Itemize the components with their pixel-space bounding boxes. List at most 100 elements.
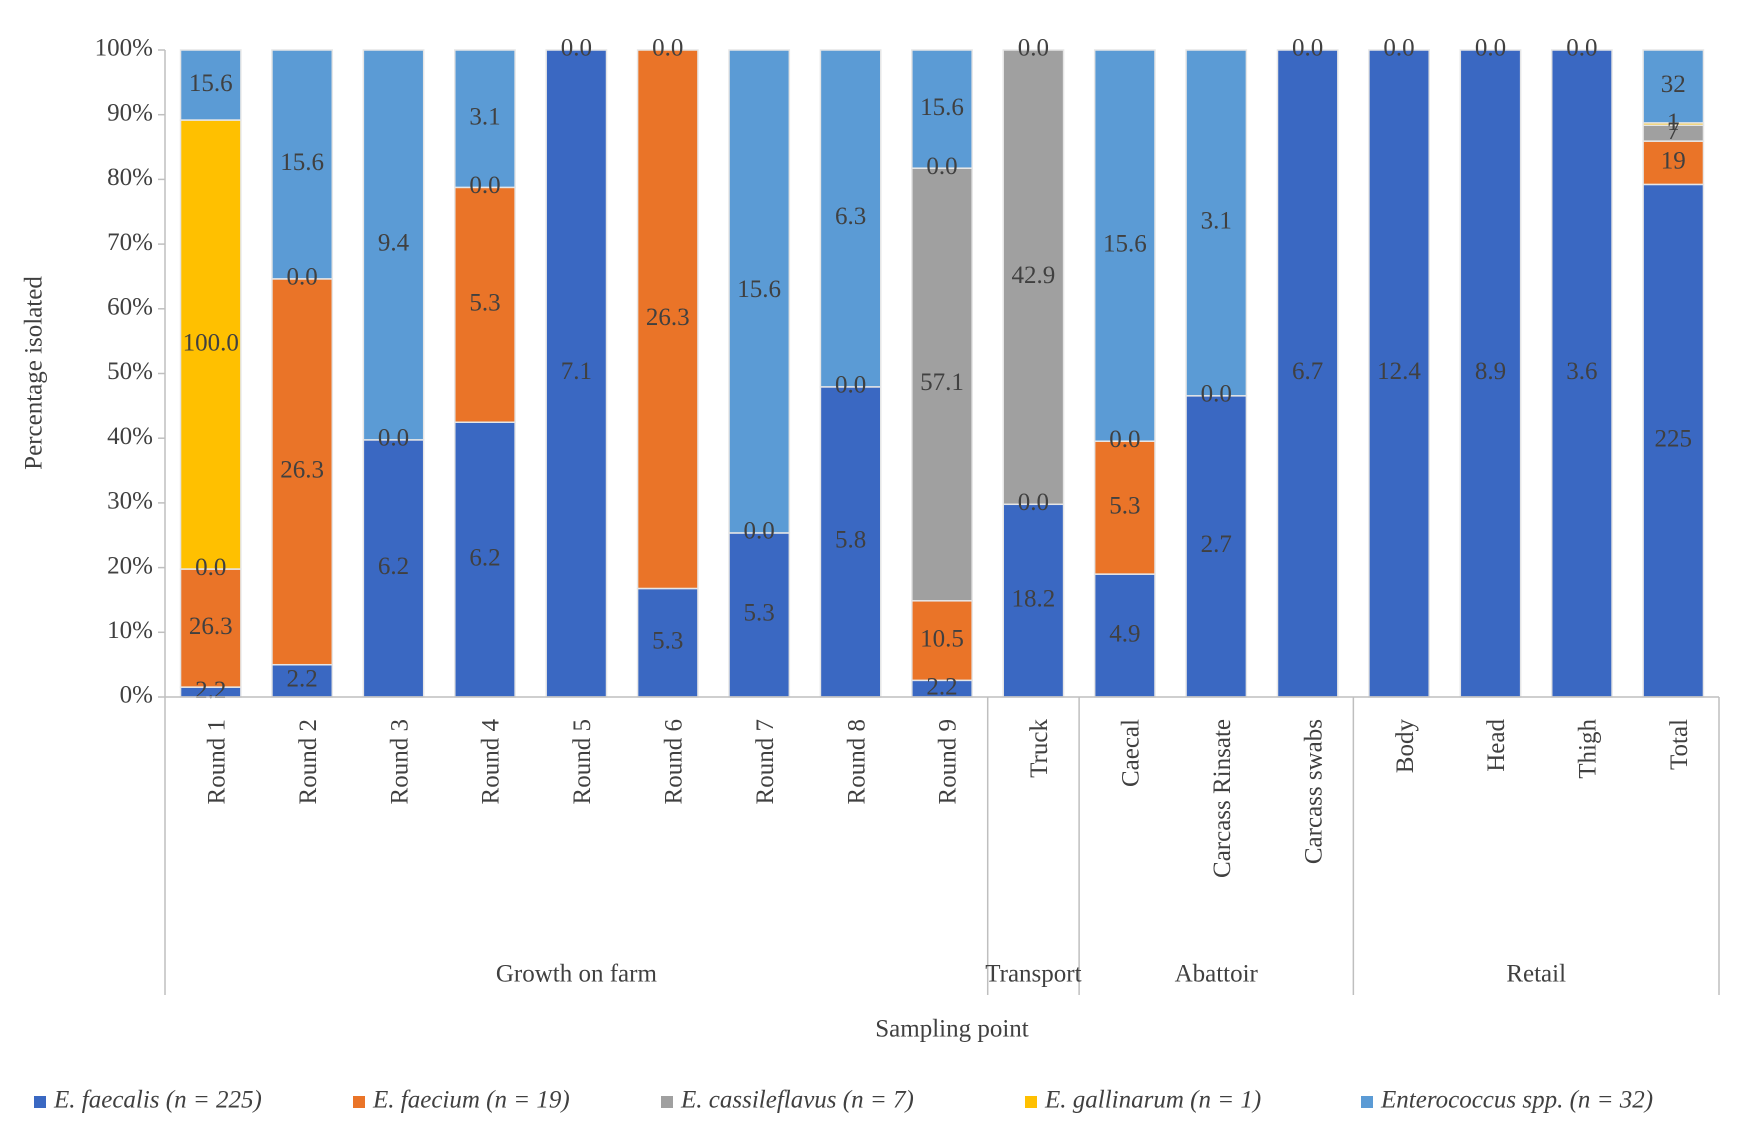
data-label: 15.6	[1103, 230, 1147, 257]
y-tick-label: 70%	[107, 229, 153, 256]
x-tick-label: Carcass Rinsate	[1209, 719, 1236, 878]
bar-segment	[454, 49, 516, 189]
x-tick-label: Body	[1392, 719, 1419, 774]
bar-segment	[1185, 49, 1248, 397]
data-label: 3.1	[1201, 208, 1232, 235]
data-label: 0.0	[1018, 489, 1049, 516]
data-label: 9.4	[378, 230, 410, 257]
y-tick-label: 80%	[107, 164, 153, 191]
data-label: 42.9	[1012, 262, 1056, 289]
bar-segment	[362, 49, 425, 441]
data-label: 225	[1655, 425, 1693, 452]
bar-segment	[728, 49, 791, 534]
data-label: 6.2	[469, 544, 500, 571]
data-label: 0.0	[652, 35, 683, 62]
y-tick-label: 20%	[107, 552, 153, 579]
x-tick-label: Round 5	[569, 719, 596, 804]
x-axis-title: Sampling point	[875, 1016, 1029, 1043]
data-label: 7.1	[561, 358, 592, 385]
bar-segment	[1642, 183, 1705, 698]
data-label: 6.7	[1292, 358, 1323, 385]
bar-segment	[454, 421, 516, 698]
bar-segment	[271, 49, 334, 280]
data-label: 0.0	[926, 153, 957, 180]
bar-segment	[1093, 49, 1156, 442]
x-tick-label: Truck	[1026, 719, 1053, 778]
data-label: 0.0	[1109, 426, 1140, 453]
y-tick-label: 100%	[95, 35, 153, 62]
bar-segment	[454, 186, 516, 423]
bar-segment	[545, 49, 608, 698]
data-label: 26.3	[646, 304, 690, 331]
legend-label: E. gallinarum (n = 1)	[1044, 1087, 1261, 1114]
x-tick-label: Caecal	[1118, 719, 1145, 787]
data-label: 1	[1667, 109, 1680, 136]
legend-label: E. faecalis (n = 225)	[53, 1087, 262, 1114]
data-label: 5.8	[835, 527, 866, 554]
data-label: 15.6	[920, 94, 964, 121]
group-label: Abattoir	[1175, 961, 1259, 988]
bar-segment	[1368, 49, 1430, 698]
data-label: 6.2	[378, 553, 409, 580]
data-label: 5.3	[469, 290, 500, 317]
bar-segment	[1002, 503, 1065, 698]
y-tick-label: 30%	[107, 488, 153, 515]
data-label: 3.6	[1566, 358, 1597, 385]
bar-segment	[819, 49, 882, 388]
data-label: 0.0	[1201, 381, 1232, 408]
data-label: 0.0	[1566, 35, 1597, 62]
y-tick-label: 10%	[107, 617, 153, 644]
bar-segment	[1276, 49, 1339, 698]
bar-segment	[1459, 49, 1522, 698]
data-label: 8.9	[1475, 358, 1506, 385]
group-label: Retail	[1506, 961, 1566, 988]
group-label: Growth on farm	[496, 961, 658, 988]
bar-segment	[819, 386, 882, 698]
bar-segment	[911, 600, 973, 682]
data-label: 2.2	[926, 673, 957, 700]
x-tick-label: Round 7	[752, 719, 779, 804]
bar-segment	[636, 587, 699, 698]
y-tick-label: 40%	[107, 423, 153, 450]
data-label: 0.0	[561, 35, 592, 62]
data-label: 3.1	[469, 103, 500, 130]
y-tick-label: 90%	[107, 99, 153, 126]
bar-segment	[1002, 49, 1065, 506]
bar-segment	[1093, 440, 1156, 575]
legend-label: E. faecium (n = 19)	[372, 1087, 570, 1114]
data-label: 5.3	[1109, 492, 1140, 519]
data-label: 0.0	[1383, 35, 1414, 62]
x-tick-label: Head	[1483, 719, 1510, 772]
data-label: 10.5	[920, 625, 964, 652]
x-tick-label: Total	[1666, 719, 1693, 770]
legend-swatch	[353, 1096, 365, 1108]
bar-segment	[1642, 49, 1705, 124]
x-tick-label: Round 2	[295, 719, 322, 804]
x-tick-label: Carcass swabs	[1300, 719, 1327, 864]
data-label: 0.0	[744, 518, 775, 545]
legend-label: Enterococcus spp. (n = 32)	[1380, 1087, 1653, 1114]
bar-segment	[1642, 140, 1705, 186]
data-label: 0.0	[1292, 35, 1323, 62]
data-label: 26.3	[280, 457, 324, 484]
data-label: 5.3	[652, 627, 683, 654]
data-label: 57.1	[920, 369, 964, 396]
data-label: 7	[1667, 118, 1680, 145]
x-tick-label: Round 6	[660, 719, 687, 804]
bar-segment	[636, 49, 699, 590]
data-label: 0.0	[1475, 35, 1506, 62]
x-tick-label: Thigh	[1575, 719, 1602, 779]
bar-segment	[179, 49, 242, 121]
x-tick-label: Round 9	[935, 719, 962, 804]
data-label: 2.2	[286, 666, 317, 693]
data-label: 15.6	[737, 276, 781, 303]
data-label: 0.0	[1018, 35, 1049, 62]
bar-segment	[728, 532, 791, 698]
legend-swatch	[661, 1096, 673, 1108]
y-tick-label: 50%	[107, 358, 153, 385]
bar-segment	[271, 278, 334, 666]
data-label: 0.0	[286, 264, 317, 291]
x-tick-label: Round 8	[843, 719, 870, 804]
data-label: 6.3	[835, 203, 866, 230]
y-tick-label: 60%	[107, 294, 153, 321]
